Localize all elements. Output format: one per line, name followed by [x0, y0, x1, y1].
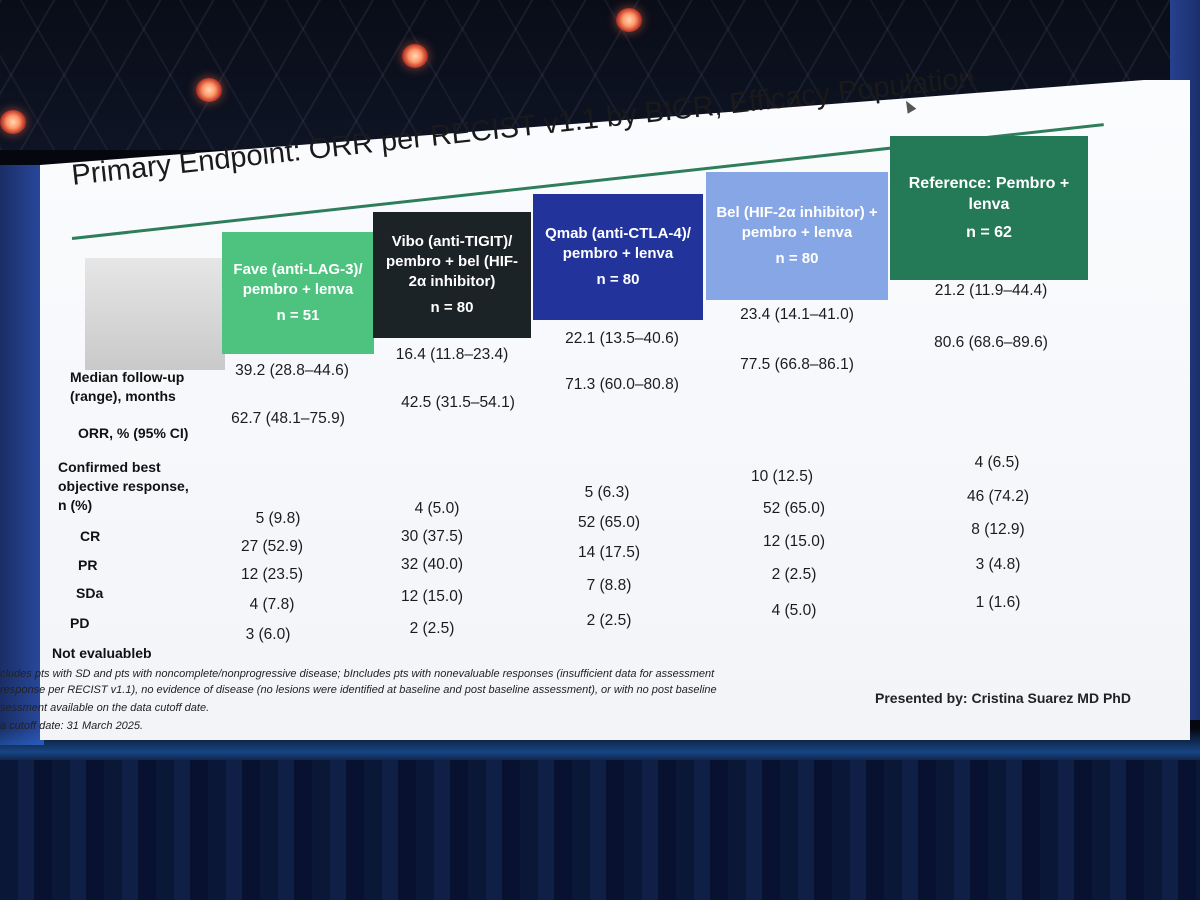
- row-label-pd: PD: [70, 615, 90, 631]
- column-header-vibo: Vibo (anti-TIGIT)/ pembro + bel (HIF-2α …: [373, 212, 531, 338]
- cell-followup: 23.4 (14.1–41.0): [740, 306, 854, 323]
- column-header-bel: Bel (HIF-2α inhibitor) + pembro + lenva …: [706, 172, 888, 300]
- stage-light: [402, 44, 428, 68]
- footnote-line: cludes pts with SD and pts with noncompl…: [0, 668, 715, 680]
- cell-cr: 5 (9.8): [255, 510, 301, 527]
- column-header-reference: Reference: Pembro + lenva n = 62: [890, 136, 1088, 280]
- stage-light: [616, 8, 642, 32]
- cell-sd: 12 (15.0): [762, 533, 826, 550]
- header-corner-cell: [85, 258, 225, 370]
- cell-pr: 46 (74.2): [966, 488, 1030, 505]
- cell-pd: 12 (15.0): [400, 588, 464, 605]
- cell-sd: 8 (12.9): [971, 521, 1025, 538]
- column-header-fave: Fave (anti-LAG-3)/ pembro + lenva n = 51: [222, 232, 374, 354]
- row-label-sd: SDa: [76, 585, 104, 601]
- column-header-qmab: Qmab (anti-CTLA-4)/ pembro + lenva n = 8…: [533, 194, 703, 320]
- cell-followup: 39.2 (28.8–44.6): [235, 362, 349, 379]
- cell-pd: 3 (4.8): [975, 556, 1021, 573]
- row-label-bor: Confirmed best objective response, n (%): [58, 459, 189, 513]
- cell-sd: 14 (17.5): [577, 544, 641, 561]
- column-header-n: n = 80: [430, 299, 474, 317]
- column-header-label: Vibo (anti-TIGIT)/ pembro + bel (HIF-2α …: [385, 232, 519, 291]
- presenter-credit: Presented by: Cristina Suarez MD PhD: [875, 690, 1131, 706]
- column-header-label: Qmab (anti-CTLA-4)/ pembro + lenva: [545, 224, 691, 262]
- cell-orr: 80.6 (68.6–89.6): [934, 334, 1048, 351]
- cell-orr: 71.3 (60.0–80.8): [565, 376, 679, 393]
- cell-not-evaluable: 3 (6.0): [245, 626, 291, 643]
- cell-cr: 4 (5.0): [414, 500, 460, 517]
- cell-pd: 4 (7.8): [249, 596, 295, 613]
- cell-not-evaluable: 1 (1.6): [975, 594, 1021, 611]
- cell-followup: 22.1 (13.5–40.6): [565, 330, 679, 347]
- cell-not-evaluable: 2 (2.5): [409, 620, 455, 637]
- cell-pr: 30 (37.5): [400, 528, 464, 545]
- cell-not-evaluable: 2 (2.5): [586, 612, 632, 629]
- footnote-line: sessment available on the data cutoff da…: [0, 702, 210, 714]
- cell-cr: 10 (12.5): [750, 468, 814, 485]
- row-label-not-evaluable: Not evaluableb: [52, 645, 152, 661]
- column-header-label: Bel (HIF-2α inhibitor) + pembro + lenva: [716, 203, 878, 241]
- footnote-line: response per RECIST v1.1), no evidence o…: [0, 684, 717, 696]
- stage-curtain: [0, 760, 1200, 900]
- cell-cr: 5 (6.3): [584, 484, 630, 501]
- stage-light: [196, 78, 222, 102]
- row-label-orr: ORR, % (95% CI): [78, 425, 189, 441]
- row-label-followup: Median follow-up (range), months: [70, 369, 185, 404]
- footnote-line: a cutoff date: 31 March 2025.: [0, 720, 144, 732]
- column-header-label: Fave (anti-LAG-3)/ pembro + lenva: [233, 260, 363, 298]
- column-header-n: n = 62: [966, 223, 1012, 241]
- cell-orr: 62.7 (48.1–75.9): [231, 410, 345, 427]
- column-header-n: n = 80: [775, 250, 819, 268]
- column-header-label: Reference: Pembro + lenva: [908, 174, 1070, 214]
- cell-not-evaluable: 4 (5.0): [771, 602, 817, 619]
- cell-pr: 52 (65.0): [577, 514, 641, 531]
- cell-pr: 52 (65.0): [762, 500, 826, 517]
- column-header-n: n = 51: [276, 307, 320, 325]
- cell-pr: 27 (52.9): [240, 538, 304, 555]
- cell-orr: 42.5 (31.5–54.1): [401, 394, 515, 411]
- column-header-n: n = 80: [596, 271, 640, 289]
- stage-light: [0, 110, 26, 134]
- cell-followup: 21.2 (11.9–44.4): [934, 282, 1048, 299]
- cell-orr: 77.5 (66.8–86.1): [740, 356, 854, 373]
- row-label-pr: PR: [78, 557, 98, 573]
- cell-cr: 4 (6.5): [974, 454, 1020, 471]
- cell-pd: 7 (8.8): [586, 577, 632, 594]
- cell-sd: 12 (23.5): [240, 566, 304, 583]
- cell-sd: 32 (40.0): [400, 556, 464, 573]
- side-screen-left: [0, 165, 44, 745]
- cell-pd: 2 (2.5): [771, 566, 817, 583]
- row-label-cr: CR: [80, 528, 101, 544]
- cell-followup: 16.4 (11.8–23.4): [395, 346, 509, 363]
